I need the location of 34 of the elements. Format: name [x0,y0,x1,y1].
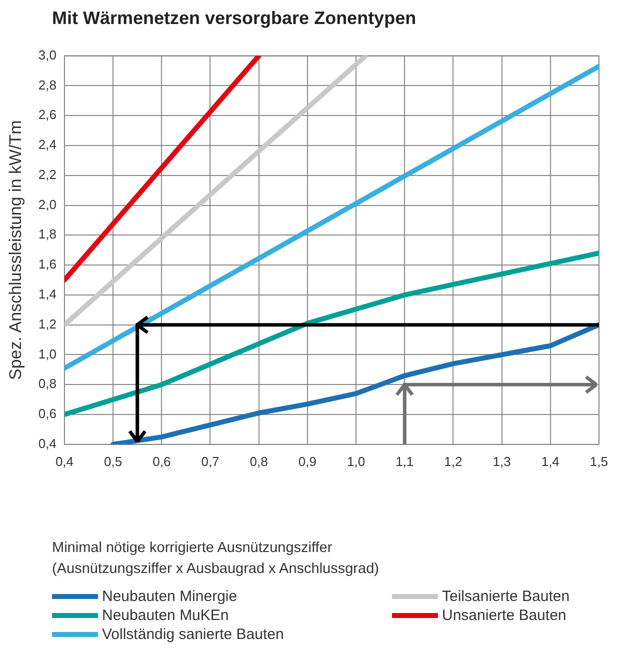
y-axis-title: Spez. Anschlussleistung in kW/Tm [6,120,25,380]
legend-label: Vollständig sanierte Bauten [102,626,284,643]
x-tick-label: 0,7 [201,454,220,469]
legend-label: Teilsanierte Bauten [442,588,570,605]
y-tick-label: 0,8 [38,376,56,392]
legend-label: Unsanierte Bauten [442,607,566,624]
y-tick-label: 1,2 [38,316,56,332]
x-tick-label: 1,4 [541,454,560,469]
y-tick-label: 2,2 [38,166,56,182]
x-tick-label: 0,8 [250,454,268,469]
y-tick-label: 0,6 [38,406,56,422]
y-tick-label: 2,8 [38,77,56,92]
x-tick-label: 0,6 [152,454,171,469]
y-tick-label: 2,0 [38,196,56,212]
y-tick-label: 1,0 [38,346,56,362]
chart-title: Mit Wärmenetzen versorgbare Zonentypen [52,8,416,29]
y-tick-label: 2,6 [38,107,56,122]
x-axis-title: Minimal nötige korrigierte Ausnützungsziffer (Ausnützungsziffer x Ausbaugrad x Anschlussgrad) [52,539,379,579]
legend-label: Neubauten Minergie [102,588,238,605]
x-tick-label: 0,4 [55,454,74,469]
y-tick-label: 1,6 [38,256,56,272]
y-tick-label: 0,4 [38,436,56,451]
x-tick-label: 0,9 [298,454,316,469]
x-tick-label: 1,0 [346,454,366,469]
y-tick-label: 1,8 [38,226,56,242]
x-tick-label: 1,5 [590,454,608,469]
x-tick-label: 0,5 [104,454,122,469]
y-tick-label: 1,4 [38,286,56,302]
y-tick-label: 2,4 [38,137,56,152]
legend-label: Neubauten MuKEn [102,607,229,624]
x-tick-label: 1,3 [492,454,511,469]
x-tick-label: 1,1 [396,454,414,469]
y-tick-label: 3,0 [38,47,56,62]
x-tick-label: 1,2 [444,454,462,469]
